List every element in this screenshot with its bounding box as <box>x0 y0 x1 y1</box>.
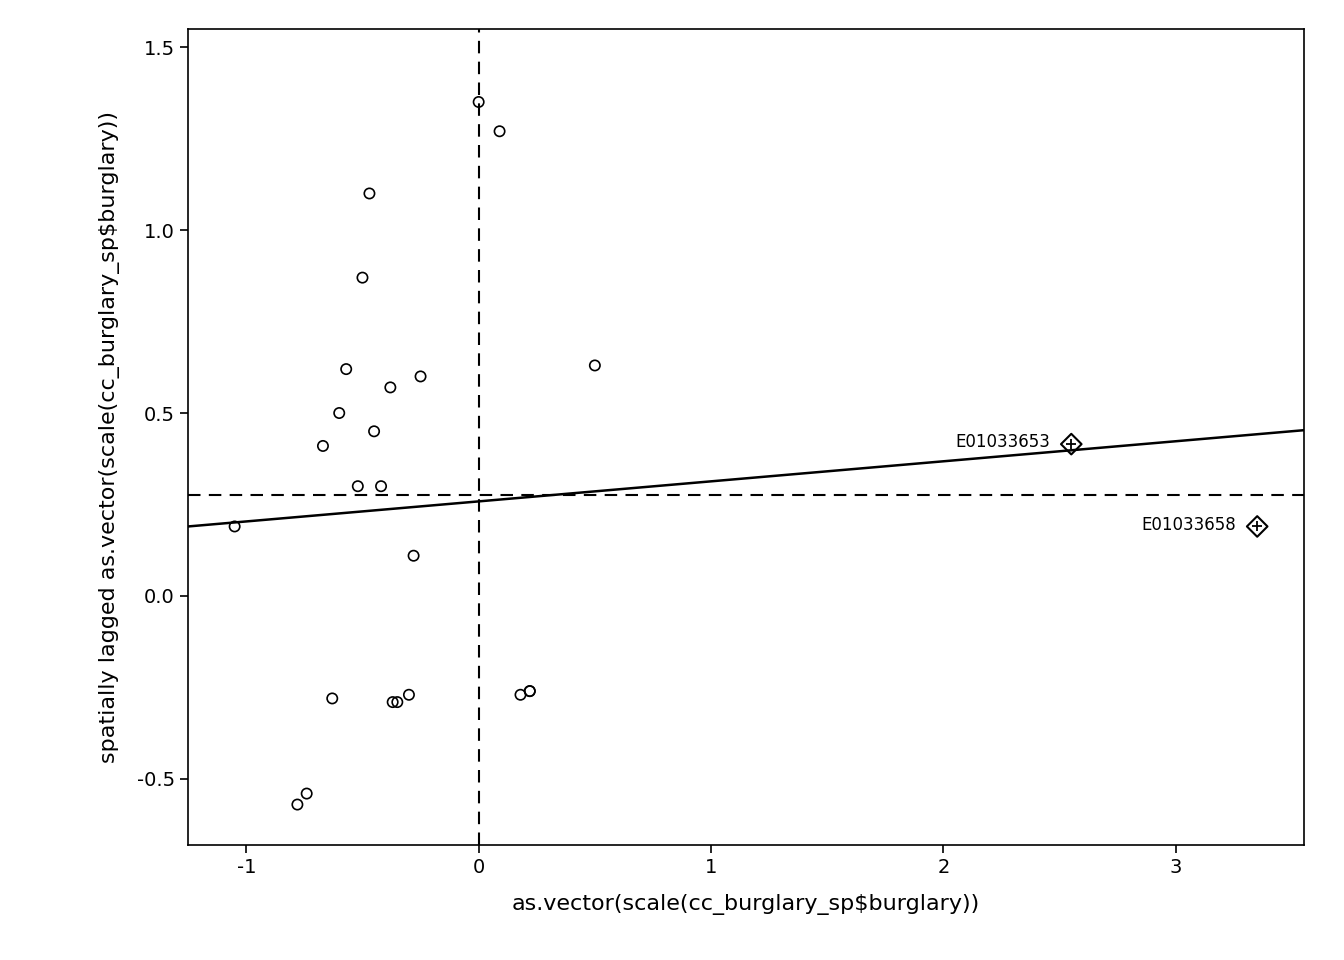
Point <box>585 358 606 373</box>
Point <box>398 687 419 703</box>
Point <box>403 548 425 564</box>
Point <box>489 124 511 139</box>
Point <box>321 691 343 707</box>
Point <box>379 380 401 396</box>
Point <box>1060 437 1082 452</box>
Point <box>224 518 246 534</box>
Point <box>352 270 374 285</box>
Point <box>371 478 392 493</box>
Point <box>312 439 333 454</box>
Point <box>387 694 409 709</box>
Point <box>468 94 489 109</box>
Point <box>328 405 349 420</box>
Text: E01033658: E01033658 <box>1141 516 1236 534</box>
Text: E01033653: E01033653 <box>956 433 1051 451</box>
Point <box>286 797 308 812</box>
X-axis label: as.vector(scale(cc_burglary_sp$burglary)): as.vector(scale(cc_burglary_sp$burglary)… <box>512 894 980 915</box>
Point <box>363 423 384 439</box>
Y-axis label: spatially lagged as.vector(scale(cc_burglary_sp$burglary)): spatially lagged as.vector(scale(cc_burg… <box>99 110 120 763</box>
Point <box>359 186 380 202</box>
Point <box>347 478 368 493</box>
Point <box>1246 518 1267 534</box>
Point <box>410 369 431 384</box>
Point <box>509 687 531 703</box>
Point <box>336 361 358 376</box>
Point <box>382 694 403 709</box>
Point <box>519 684 540 699</box>
Point <box>519 684 540 699</box>
Point <box>296 786 317 802</box>
